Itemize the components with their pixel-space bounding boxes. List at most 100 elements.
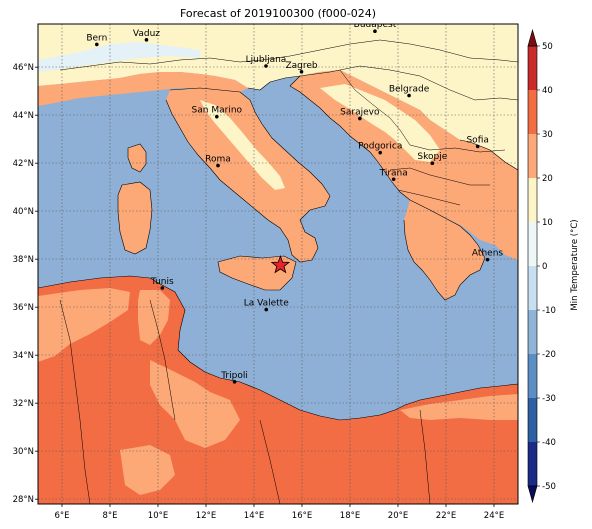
colorbar-max-extension: [527, 28, 538, 47]
x-tick-label: 8°E: [102, 511, 117, 521]
x-axis-ticks: 6°E 8°E 10°E 12°E 14°E 16°E 18°E 20°E 22°E 24°E: [54, 504, 504, 521]
city-marker: [215, 114, 219, 119]
colorbar-tick-label: 30: [542, 130, 553, 140]
city-marker: [430, 161, 435, 165]
land-libya-warm-patch: [150, 360, 240, 448]
grid-lines: [38, 24, 518, 504]
x-tick-label: 14°E: [244, 511, 264, 521]
map-title: Forecast of 2019100300 (f000-024): [179, 7, 377, 20]
city-marker: [95, 42, 99, 47]
city-marker: [358, 116, 362, 121]
city-marker: [475, 144, 480, 149]
city-marker: [378, 150, 383, 155]
city-marker: [160, 286, 165, 290]
y-axis-ticks: 28°N 30°N 32°N 34°N 36°N 38°N 40°N 42°N 44°N 46°N: [13, 63, 38, 505]
coastlines: [38, 75, 518, 421]
city-label: Budapest: [354, 20, 397, 30]
colorbar-segment: [528, 134, 537, 178]
colorbar-segment: [528, 222, 537, 266]
land-tunisia-warm: [138, 290, 170, 345]
y-tick-label: 44°N: [13, 111, 34, 121]
city-marker: [264, 64, 268, 68]
land-cyrenaica-warm-patch: [400, 394, 518, 420]
colorbar-tick-label: -40: [542, 438, 556, 448]
city-marker: [264, 307, 269, 312]
x-tick-label: 16°E: [292, 511, 312, 521]
city-marker: [373, 29, 377, 33]
country-borders: [59, 39, 518, 504]
city-marker: [391, 177, 396, 182]
colorbar-segment: [528, 46, 537, 90]
x-tick-label: 20°E: [388, 511, 408, 521]
city-label: Bern: [86, 33, 107, 43]
city-label: Podgorica: [358, 142, 402, 152]
city-label: Zagreb: [285, 61, 317, 71]
city-label: Athens: [472, 249, 503, 259]
colorbar-tick-label: -50: [542, 482, 556, 492]
city-label: Sofia: [466, 135, 488, 145]
city-label: Belgrade: [389, 85, 430, 95]
colorbar-tick-label: 20: [542, 174, 553, 184]
x-tick-label: 12°E: [196, 511, 216, 521]
colorbar-segment: [528, 354, 537, 398]
city-label: Ljubljana: [246, 55, 287, 65]
land-italy: [166, 88, 330, 262]
x-tick-label: 22°E: [436, 511, 456, 521]
city-label: Roma: [205, 155, 231, 165]
city-label: Sarajevo: [340, 108, 380, 118]
colorbar-segment: [528, 310, 537, 354]
star-marker: [270, 255, 291, 274]
y-tick-label: 32°N: [13, 399, 34, 409]
colorbar-tick-label: -10: [542, 306, 556, 316]
city-marker: [216, 163, 220, 168]
land-sahara-warm-patch: [120, 445, 175, 495]
map-frame: [37, 23, 519, 505]
x-tick-label: 10°E: [148, 511, 168, 521]
y-tick-label: 34°N: [13, 351, 34, 361]
colorbar-tick-label: 50: [542, 42, 553, 52]
colorbar-tick-label: -20: [542, 350, 556, 360]
city-label: Tirana: [379, 168, 408, 178]
colorbar-tick-label: 10: [542, 218, 553, 228]
colorbar-segment: [528, 266, 537, 310]
land-corsica: [128, 144, 146, 172]
city-marker: [144, 38, 149, 42]
city-label: Tripoli: [220, 371, 248, 381]
x-tick-label: 6°E: [54, 511, 69, 521]
colorbar-label: Min Temperature (°C): [570, 219, 580, 310]
city-label: Skopje: [417, 152, 447, 162]
colorbar-segment: [528, 90, 537, 134]
x-tick-label: 24°E: [484, 511, 504, 521]
city-label: Vaduz: [133, 29, 160, 39]
city-marker: [232, 380, 237, 384]
colorbar-segment: [528, 442, 537, 486]
y-tick-label: 28°N: [13, 495, 34, 505]
land-greece: [404, 200, 485, 300]
colorbar-min-extension: [527, 485, 538, 504]
colorbar: -50 -40 -30 -20 -10 0 10 20 30 40 50: [527, 28, 556, 504]
colorbar-tick-label: 0: [542, 262, 547, 272]
colorbar-tick-label: -30: [542, 394, 556, 404]
y-tick-label: 30°N: [13, 447, 34, 457]
alps-cold-patch: [38, 42, 200, 72]
city-marker: [407, 93, 411, 98]
land-sardinia: [118, 182, 152, 254]
y-tick-label: 40°N: [13, 207, 34, 217]
colorbar-segment: [528, 178, 537, 222]
city-label: San Marino: [192, 106, 243, 116]
city-label: Tunis: [150, 277, 174, 287]
x-tick-label: 18°E: [340, 511, 360, 521]
y-tick-label: 42°N: [13, 159, 34, 169]
y-tick-label: 36°N: [13, 303, 34, 313]
city-label: La Valette: [244, 299, 289, 309]
colorbar-tick-label: 40: [542, 86, 553, 96]
city-marker: [299, 69, 304, 74]
land-apennines-cool: [200, 100, 285, 190]
colorbar-segment: [528, 398, 537, 442]
land-balkans-cool: [320, 84, 440, 162]
land-northern-italy-warm: [38, 72, 248, 106]
city-marker: [485, 257, 490, 262]
